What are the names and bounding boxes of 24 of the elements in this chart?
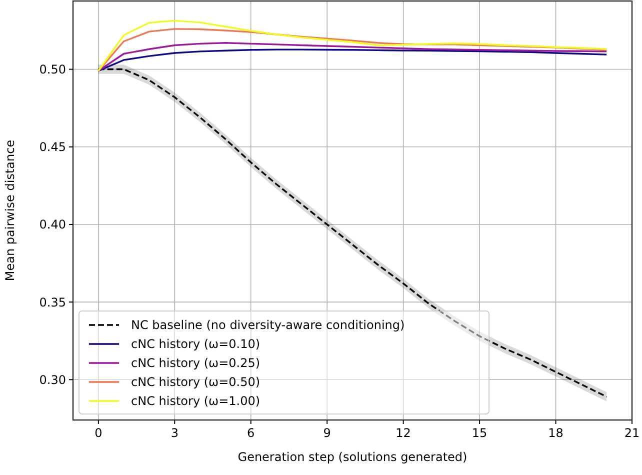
legend-label: cNC history (ω=0.10) <box>131 337 260 352</box>
x-tick-label: 9 <box>323 426 331 440</box>
y-tick-label: 0.40 <box>39 218 66 232</box>
line-series <box>98 20 608 72</box>
x-tick-label: 12 <box>396 426 411 440</box>
x-tick-label: 15 <box>472 426 488 440</box>
x-tick-label: 6 <box>247 426 255 440</box>
line-series <box>98 28 608 72</box>
legend-label: cNC history (ω=1.00) <box>131 394 260 408</box>
x-tick-label: 18 <box>548 426 564 440</box>
y-tick-label: 0.35 <box>39 295 66 310</box>
y-tick-label: 0.50 <box>39 62 66 76</box>
legend-label: cNC history (ω=0.25) <box>131 356 260 370</box>
line-series <box>98 42 608 72</box>
legend-label: NC baseline (no diversity-aware conditioning) <box>131 318 405 332</box>
y-axis-title: Mean pairwise distance <box>3 140 17 282</box>
y-tick-label: 0.45 <box>39 140 66 154</box>
legend-label: cNC history (ω=0.50) <box>131 375 260 390</box>
x-tick-label: 3 <box>170 426 178 440</box>
x-tick-label: 21 <box>624 426 640 440</box>
x-axis-title: Generation step (solutions generated) <box>238 450 468 464</box>
line-series <box>98 48 608 72</box>
y-tick-label: 0.30 <box>39 372 66 387</box>
x-tick-label: 0 <box>94 426 102 440</box>
